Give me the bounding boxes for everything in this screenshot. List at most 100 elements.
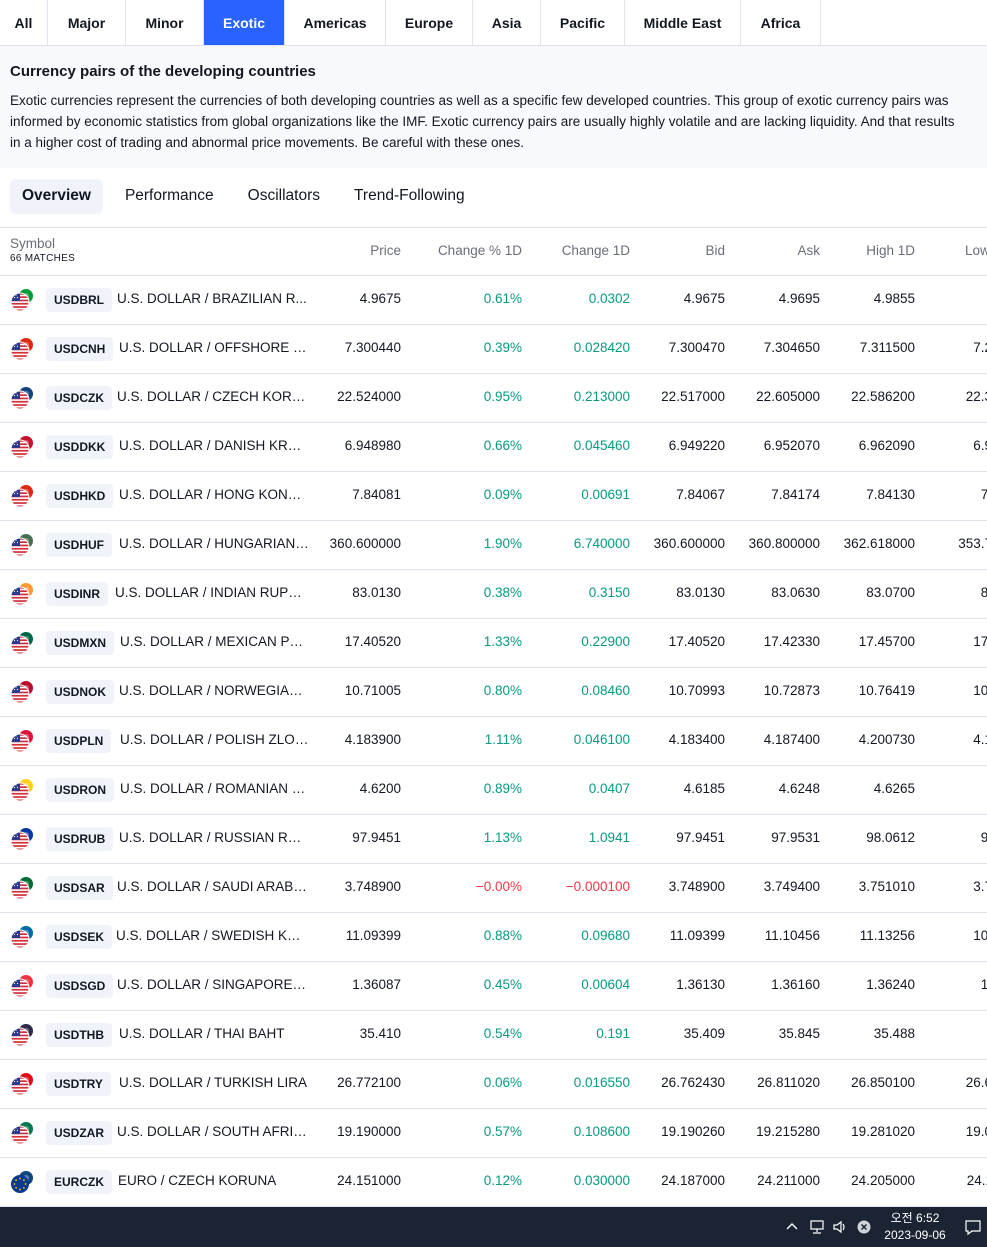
region-tab-minor[interactable]: Minor xyxy=(126,0,204,45)
table-row[interactable]: USDNOK U.S. DOLLAR / NORWEGIAN ... 10.7100… xyxy=(0,668,987,717)
high-column-header[interactable]: High 1D xyxy=(866,243,915,258)
region-tab-exotic[interactable]: Exotic xyxy=(204,0,285,45)
change-cell: 0.3150 xyxy=(588,585,630,600)
chevron-up-icon[interactable] xyxy=(783,1218,801,1236)
table-row[interactable]: USDZAR U.S. DOLLAR / SOUTH AFRIC... 19.190… xyxy=(0,1109,987,1158)
low-column-header[interactable]: Low xyxy=(965,243,987,258)
tab-oscillators[interactable]: Oscillators xyxy=(247,187,321,204)
symbol-column-header[interactable]: Symbol 66 MATCHES xyxy=(10,236,75,266)
low-cell: 95.2 xyxy=(980,830,987,845)
change-percent-cell: 1.90% xyxy=(483,536,522,551)
bid-column-header[interactable]: Bid xyxy=(705,243,725,258)
symbol-ticker[interactable]: USDRON xyxy=(46,778,115,802)
price-cell: 360.600000 xyxy=(329,536,401,551)
change-cell: 0.045460 xyxy=(573,438,630,453)
symbol-ticker[interactable]: USDSGD xyxy=(46,974,114,998)
system-clock[interactable]: 오전 6:52 2023-09-06 xyxy=(880,1210,950,1244)
symbol-ticker[interactable]: USDMXN xyxy=(46,631,115,655)
table-row[interactable]: USDCNH U.S. DOLLAR / OFFSHORE C... 7.30044… xyxy=(0,325,987,374)
price-cell: 3.748900 xyxy=(344,879,401,894)
change-cell: 0.22900 xyxy=(581,634,630,649)
symbol-ticker[interactable]: USDRUB xyxy=(46,827,114,851)
ask-column-header[interactable]: Ask xyxy=(797,243,820,258)
symbol-description: U.S. DOLLAR / SAUDI ARABI... xyxy=(117,879,307,894)
table-row[interactable]: USDRON U.S. DOLLAR / ROMANIAN L... 4.6200 0… xyxy=(0,766,987,815)
tab-performance[interactable]: Performance xyxy=(124,187,214,204)
region-tab-pacific[interactable]: Pacific xyxy=(541,0,625,45)
symbol-ticker[interactable]: USDBRL xyxy=(46,288,112,312)
table-row[interactable]: USDHKD U.S. DOLLAR / HONG KONG ... 7.84081… xyxy=(0,472,987,521)
change-column-header[interactable]: Change 1D xyxy=(561,243,630,258)
symbol-ticker[interactable]: USDHKD xyxy=(46,484,114,508)
matches-count: 66 MATCHES xyxy=(10,253,76,264)
network-icon[interactable] xyxy=(808,1218,826,1236)
low-cell: 3.748 xyxy=(973,879,987,894)
bid-cell: 10.70993 xyxy=(668,683,725,698)
price-cell: 1.36087 xyxy=(352,977,401,992)
low-cell: 26.675 xyxy=(965,1075,987,1090)
symbol-ticker[interactable]: USDINR xyxy=(46,582,109,606)
bid-cell: 7.84067 xyxy=(676,487,725,502)
tab-trend-following[interactable]: Trend-Following xyxy=(354,187,465,204)
table-row[interactable]: USDTHB U.S. DOLLAR / THAI BAHT 35.410 0.54%… xyxy=(0,1011,987,1060)
symbol-ticker[interactable]: USDSAR xyxy=(46,876,113,900)
table-row[interactable]: USDCZK U.S. DOLLAR / CZECH KORU... 22.5240… xyxy=(0,374,987,423)
table-row[interactable]: USDPLN U.S. DOLLAR / POLISH ZLOTY 4.183900… xyxy=(0,717,987,766)
region-tab-middle-east[interactable]: Middle East xyxy=(625,0,741,45)
close-circle-icon[interactable] xyxy=(855,1218,873,1236)
table-row[interactable]: USDSEK U.S. DOLLAR / SWEDISH KRO... 11.093… xyxy=(0,913,987,962)
change-percent-column-header[interactable]: Change % 1D xyxy=(437,243,522,258)
low-cell: 22.333 xyxy=(965,389,987,404)
volume-icon[interactable] xyxy=(831,1218,849,1236)
tab-overview[interactable]: Overview xyxy=(10,178,103,214)
table-row[interactable]: USDRUB U.S. DOLLAR / RUSSIAN RUB... 97.945… xyxy=(0,815,987,864)
region-tab-americas[interactable]: Americas xyxy=(285,0,386,45)
high-cell: 22.586200 xyxy=(851,389,915,404)
symbol-ticker[interactable]: USDZAR xyxy=(46,1121,112,1145)
table-row[interactable]: USDMXN U.S. DOLLAR / MEXICAN PESO 17.40520… xyxy=(0,619,987,668)
table-row[interactable]: USDDKK U.S. DOLLAR / DANISH KRONE 6.948980… xyxy=(0,423,987,472)
change-cell: 6.740000 xyxy=(573,536,630,551)
table-row[interactable]: EURCZK EURO / CZECH KORUNA 24.151000 0.12% 0… xyxy=(0,1158,987,1207)
table-row[interactable]: USDSAR U.S. DOLLAR / SAUDI ARABI... 3.7489… xyxy=(0,864,987,913)
symbol-ticker[interactable]: USDTRY xyxy=(46,1072,111,1096)
bid-cell: 19.190260 xyxy=(661,1124,725,1139)
price-column-header[interactable]: Price xyxy=(370,243,401,258)
bid-cell: 4.9675 xyxy=(683,291,725,306)
symbol-description: U.S. DOLLAR / TURKISH LIRA xyxy=(119,1075,308,1090)
low-cell: 4.137 xyxy=(973,732,987,747)
change-percent-cell: −0.00% xyxy=(475,879,522,894)
change-cell: 0.108600 xyxy=(573,1124,630,1139)
low-cell: 7.271 xyxy=(973,340,987,355)
symbol-ticker[interactable]: USDTHB xyxy=(46,1023,112,1047)
region-tab-asia[interactable]: Asia xyxy=(473,0,541,45)
change-percent-cell: 0.09% xyxy=(483,487,522,502)
symbol-description: U.S. DOLLAR / HUNGARIAN ... xyxy=(119,536,309,551)
region-tab-africa[interactable]: Africa xyxy=(741,0,821,45)
region-tab-europe[interactable]: Europe xyxy=(386,0,473,45)
symbol-ticker[interactable]: USDCNH xyxy=(46,337,114,361)
notification-icon[interactable] xyxy=(964,1218,982,1236)
table-row[interactable]: USDTRY U.S. DOLLAR / TURKISH LIRA 26.77210… xyxy=(0,1060,987,1109)
currency-flag-icon xyxy=(11,1171,33,1193)
ask-cell: 6.952070 xyxy=(763,438,820,453)
symbol-ticker[interactable]: USDPLN xyxy=(46,729,112,753)
symbol-ticker[interactable]: USDNOK xyxy=(46,680,115,704)
bid-cell: 24.187000 xyxy=(661,1173,725,1188)
symbol-ticker[interactable]: EURCZK xyxy=(46,1170,112,1194)
bid-cell: 4.183400 xyxy=(668,732,725,747)
ask-cell: 19.215280 xyxy=(756,1124,820,1139)
high-cell: 11.13256 xyxy=(859,928,915,943)
region-tab-major[interactable]: Major xyxy=(48,0,126,45)
high-cell: 4.9855 xyxy=(873,291,915,306)
region-tab-all[interactable]: All xyxy=(0,0,48,45)
symbol-ticker[interactable]: USDHUF xyxy=(46,533,112,557)
symbol-ticker[interactable]: USDSEK xyxy=(46,925,113,949)
symbol-ticker[interactable]: USDDKK xyxy=(46,435,114,459)
symbol-ticker[interactable]: USDCZK xyxy=(46,386,112,410)
table-row[interactable]: USDBRL U.S. DOLLAR / BRAZILIAN R... 4.9675… xyxy=(0,276,987,325)
table-row[interactable]: USDINR U.S. DOLLAR / INDIAN RUPEE 83.0130 0… xyxy=(0,570,987,619)
table-row[interactable]: USDSGD U.S. DOLLAR / SINGAPORE D... 1.3608… xyxy=(0,962,987,1011)
symbol-description: U.S. DOLLAR / CZECH KORU... xyxy=(117,389,307,404)
table-row[interactable]: USDHUF U.S. DOLLAR / HUNGARIAN ... 360.600… xyxy=(0,521,987,570)
